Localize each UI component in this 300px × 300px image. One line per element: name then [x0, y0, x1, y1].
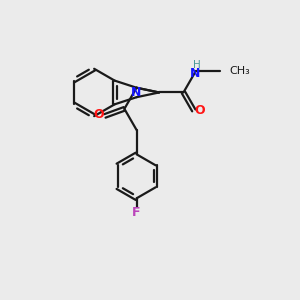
Text: O: O	[195, 104, 205, 117]
Text: H: H	[193, 60, 200, 70]
Text: F: F	[132, 206, 141, 219]
Text: O: O	[94, 108, 104, 121]
Text: N: N	[189, 67, 200, 80]
Text: N: N	[131, 86, 142, 99]
Text: CH₃: CH₃	[230, 66, 250, 76]
